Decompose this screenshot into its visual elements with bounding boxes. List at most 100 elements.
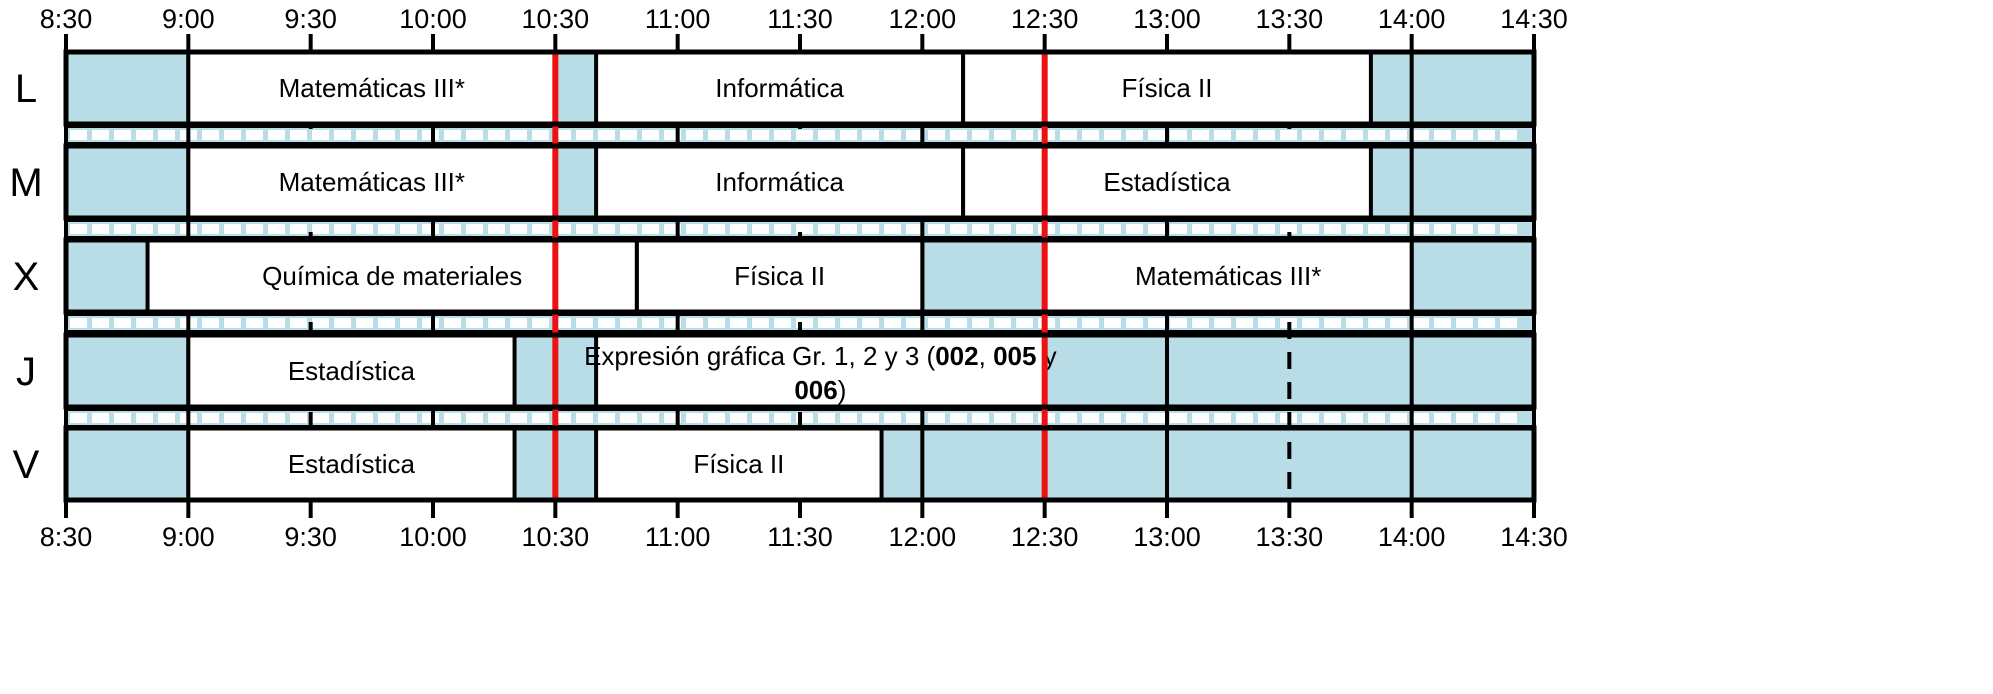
separator-cell xyxy=(510,318,527,328)
class-slot[interactable]: Matemáticas III* xyxy=(1042,238,1414,314)
time-ticks xyxy=(64,34,1536,518)
separator-cell xyxy=(1346,224,1363,234)
separator-cell xyxy=(202,130,219,140)
separator-cell xyxy=(620,413,637,423)
class-slot[interactable]: Física II xyxy=(594,426,884,502)
slot-label-part: ) xyxy=(838,375,847,405)
separator-cell xyxy=(862,224,879,234)
separator-cell xyxy=(1258,413,1275,423)
separator-cell xyxy=(1302,413,1319,423)
time-label: 14:30 xyxy=(1500,4,1568,34)
separator-cell xyxy=(576,318,593,328)
separator-cell xyxy=(400,318,417,328)
separator-cell xyxy=(1214,130,1231,140)
separator-cell xyxy=(136,130,153,140)
separator-cell xyxy=(224,130,241,140)
separator-cell xyxy=(114,130,131,140)
slot-label-part: 005 xyxy=(993,341,1036,371)
separator-cell xyxy=(356,224,373,234)
separator-cell xyxy=(268,224,285,234)
separator-cell xyxy=(114,318,131,328)
separator-cell xyxy=(1236,130,1253,140)
separator-cell xyxy=(290,130,307,140)
separator-cell xyxy=(686,318,703,328)
time-axis-top: 8:30 9:00 9:30 10:00 10:30 11:00 11:30 12:00 12:… xyxy=(40,4,1568,34)
separator-cell xyxy=(422,318,439,328)
class-slot[interactable]: Estadística xyxy=(186,426,517,502)
time-label: 13:00 xyxy=(1133,522,1201,552)
separator-cell xyxy=(1016,224,1033,234)
time-label: 11:30 xyxy=(767,522,833,552)
separator-cell xyxy=(576,130,593,140)
class-slot[interactable]: Estadística xyxy=(961,144,1373,220)
time-label: 14:00 xyxy=(1378,4,1446,34)
separator-cell xyxy=(334,318,351,328)
separator-cell xyxy=(1456,413,1473,423)
separator-cell xyxy=(1434,130,1451,140)
separator-cell xyxy=(1082,318,1099,328)
time-label: 10:30 xyxy=(522,522,590,552)
separator-cell xyxy=(1126,130,1143,140)
separator-cell xyxy=(1390,413,1407,423)
class-slot-label: Matemáticas III* xyxy=(1135,261,1321,291)
separator-cell xyxy=(158,318,175,328)
class-slot[interactable]: Matemáticas III* xyxy=(186,144,558,220)
separator-cell xyxy=(246,224,263,234)
separator-cell xyxy=(1258,318,1275,328)
separator-cell xyxy=(1258,130,1275,140)
separator-cell xyxy=(796,130,813,140)
separator-cell xyxy=(554,413,571,423)
separator-cell xyxy=(202,224,219,234)
class-slot-box xyxy=(1042,238,1414,314)
separator-cell xyxy=(92,318,109,328)
separator-cell xyxy=(796,224,813,234)
separator-cell xyxy=(488,318,505,328)
separator-cell xyxy=(554,130,571,140)
separator-cell xyxy=(1390,130,1407,140)
class-slot[interactable]: Física II xyxy=(634,238,925,314)
separator-cell xyxy=(1148,224,1165,234)
separator-cell xyxy=(466,224,483,234)
separator-cell xyxy=(70,130,87,140)
separator-cell xyxy=(730,413,747,423)
separator-cell xyxy=(1192,224,1209,234)
class-slot[interactable]: Física II xyxy=(961,50,1373,126)
class-slot-box xyxy=(594,333,1047,409)
separator-cell xyxy=(928,130,945,140)
separator-cell xyxy=(664,413,681,423)
separator-cell xyxy=(708,130,725,140)
separator-cell xyxy=(136,413,153,423)
separator-cell xyxy=(1082,224,1099,234)
class-slot[interactable]: Expresión gráfica Gr. 1, 2 y 3 (002, 005… xyxy=(584,333,1057,409)
separator-cell xyxy=(620,224,637,234)
separator-cell xyxy=(1478,130,1495,140)
separator-cell xyxy=(1280,224,1297,234)
separator-cell xyxy=(928,413,945,423)
time-label: 13:30 xyxy=(1256,4,1324,34)
separator-cell xyxy=(598,413,615,423)
separator-cell xyxy=(444,318,461,328)
separator-cell xyxy=(334,224,351,234)
time-label: 10:00 xyxy=(399,522,467,552)
class-slot-label: Física II xyxy=(1121,73,1212,103)
separator-cell xyxy=(268,130,285,140)
day-label: X xyxy=(13,255,40,299)
class-slot-label: Informática xyxy=(715,167,844,197)
separator-cell xyxy=(1324,224,1341,234)
time-label: 11:00 xyxy=(645,522,711,552)
separator-cell xyxy=(334,130,351,140)
separator-cell xyxy=(246,130,263,140)
separator-cell xyxy=(840,413,857,423)
class-slot[interactable]: Informática xyxy=(594,50,966,126)
separator-cell xyxy=(840,224,857,234)
class-slot[interactable]: Química de materiales xyxy=(145,238,639,314)
class-slot[interactable]: Matemáticas III* xyxy=(186,50,558,126)
class-slot-box xyxy=(186,144,558,220)
class-slot-box xyxy=(594,426,884,502)
class-slot[interactable]: Estadística xyxy=(186,333,517,409)
class-slot[interactable]: Informática xyxy=(594,144,966,220)
separator-cell xyxy=(598,318,615,328)
separator-cell xyxy=(620,130,637,140)
separator-cell xyxy=(972,318,989,328)
separator-cell xyxy=(444,224,461,234)
